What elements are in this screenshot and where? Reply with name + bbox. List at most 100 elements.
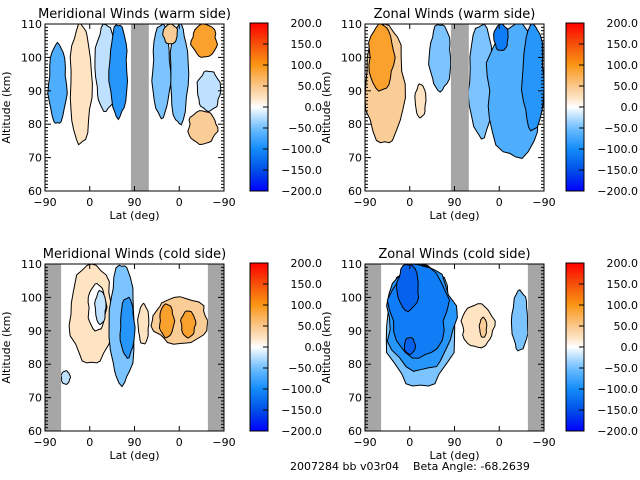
chart-panel-2: 60 70 80 90 100 110 −90 0 90 0 −90 Zonal Winds (war… [320, 7, 638, 222]
colorbar-tick-label: 200.0 [607, 257, 639, 270]
x-tick-label: 0 [86, 436, 93, 449]
x-tick-label: −90 [33, 196, 56, 209]
chart-title: Zonal Winds (cold side) [378, 247, 530, 262]
y-tick-label: 90 [348, 325, 362, 338]
y-tick-label: 70 [28, 392, 42, 405]
chart-panel-4: 60 70 80 90 100 110 −90 0 90 0 −90 Zonal Winds (col… [320, 247, 638, 462]
x-tick-label: −90 [353, 436, 376, 449]
x-axis-label: Lat (deg) [110, 209, 160, 222]
y-tick-label: 80 [348, 358, 362, 371]
chart-panel-3: 60 70 80 90 100 110 −90 0 90 0 −90 Meridional Winds… [0, 247, 322, 462]
colorbar-tick-label: 50.0 [298, 320, 323, 333]
x-tick-label: 0 [176, 196, 183, 209]
chart-title: Zonal Winds (warm side) [374, 7, 536, 22]
contour-region [460, 303, 496, 349]
y-tick-label: 110 [21, 258, 42, 271]
y-axis-label: Altitude (km) [320, 71, 333, 143]
colorbar-tick-label: −100.0 [281, 383, 322, 396]
colorbar-tick-label: 100.0 [291, 299, 323, 312]
y-tick-label: 110 [21, 18, 42, 31]
y-tick-label: 90 [28, 85, 42, 98]
contour-region [108, 24, 129, 121]
contour-region [510, 289, 529, 352]
colorbar-tick-label: 200.0 [291, 17, 323, 30]
colorbar-tick-label: 100.0 [607, 299, 639, 312]
no-data-band [527, 264, 544, 431]
colorbar-tick-label: 150.0 [607, 38, 639, 51]
colorbar-tick-label: 100.0 [291, 59, 323, 72]
colorbar-tick-label: 150.0 [291, 38, 323, 51]
footer-id-text: 2007284 bb v03r04 [290, 460, 399, 473]
colorbar-tick-label: 0.0 [621, 101, 639, 114]
contour-region [395, 263, 420, 313]
x-tick-label: −90 [33, 436, 56, 449]
colorbar: 200.0 150.0 100.0 50.0 0.0 −50.0 −100.0 −150.0 −… [565, 257, 639, 438]
x-tick-label: −90 [212, 196, 235, 209]
colorbar-tick-label: 100.0 [607, 59, 639, 72]
y-tick-label: 110 [341, 258, 362, 271]
x-tick-label: 0 [496, 196, 503, 209]
y-tick-label: 80 [28, 118, 42, 131]
colorbar-tick-label: −50.0 [604, 362, 638, 375]
contour-region [478, 316, 488, 338]
contour-region [60, 370, 72, 385]
colorbar-tick-label: −200.0 [597, 185, 638, 198]
colorbar-tick-label: 50.0 [298, 80, 323, 93]
contour-region [162, 23, 179, 45]
contour-region [403, 336, 416, 355]
colorbar-tick-label: 150.0 [291, 278, 323, 291]
chart-title: Meridional Winds (cold side) [43, 247, 226, 262]
colorbar-tick-label: 200.0 [607, 17, 639, 30]
colorbar-tick-label: −200.0 [281, 185, 322, 198]
contour-region [47, 41, 68, 124]
no-data-band [45, 264, 62, 431]
x-tick-label: −90 [212, 436, 235, 449]
y-tick-label: 80 [28, 358, 42, 371]
contour-region [520, 23, 545, 132]
colorbar-tick-label: −150.0 [281, 164, 322, 177]
y-tick-label: 60 [348, 425, 362, 438]
y-axis-label: Altitude (km) [0, 71, 13, 143]
colorbar-tick-label: −100.0 [281, 143, 322, 156]
contour-region [187, 110, 219, 146]
y-axis-label: Altitude (km) [0, 311, 13, 383]
y-tick-label: 80 [348, 118, 362, 131]
footer-beta-label: Beta Angle: [412, 460, 477, 473]
colorbar-tick-label: −150.0 [281, 404, 322, 417]
x-axis-label: Lat (deg) [110, 449, 160, 462]
y-tick-label: 90 [28, 325, 42, 338]
x-tick-label: 90 [448, 436, 462, 449]
y-tick-label: 60 [28, 425, 42, 438]
no-data-band [207, 264, 224, 431]
no-data-band [130, 24, 149, 191]
y-tick-label: 70 [28, 152, 42, 165]
colorbar: 200.0 150.0 100.0 50.0 0.0 −50.0 −100.0 −150.0 −… [565, 17, 639, 198]
chart-panel-1: 60 70 80 90 100 110 −90 0 90 0 −90 Meridional Winds… [0, 7, 322, 222]
contour-region [414, 83, 427, 119]
colorbar-tick-label: −200.0 [281, 425, 322, 438]
x-tick-label: −90 [532, 196, 555, 209]
y-tick-label: 60 [28, 185, 42, 198]
contour-region [428, 24, 452, 93]
chart-title: Meridional Winds (warm side) [38, 7, 231, 22]
y-tick-label: 90 [348, 85, 362, 98]
footer-beta-value: -68.2639 [480, 460, 530, 473]
contour-region [137, 302, 150, 345]
x-tick-label: 0 [176, 436, 183, 449]
x-axis-label: Lat (deg) [430, 209, 480, 222]
y-tick-label: 100 [21, 291, 42, 304]
y-tick-label: 60 [348, 185, 362, 198]
colorbar-tick-label: −150.0 [597, 164, 638, 177]
contour-region [69, 23, 93, 146]
colorbar-tick-label: −50.0 [288, 362, 322, 375]
x-tick-label: −90 [532, 436, 555, 449]
plot-background [45, 264, 224, 431]
y-tick-label: 100 [341, 51, 362, 64]
colorbar-tick-label: 0.0 [305, 341, 323, 354]
contour-region [196, 70, 222, 113]
contour-region [94, 289, 107, 325]
contour-region [180, 310, 197, 339]
colorbar-tick-label: −100.0 [597, 143, 638, 156]
colorbar-tick-label: 0.0 [305, 101, 323, 114]
colorbar-tick-label: −50.0 [288, 122, 322, 135]
